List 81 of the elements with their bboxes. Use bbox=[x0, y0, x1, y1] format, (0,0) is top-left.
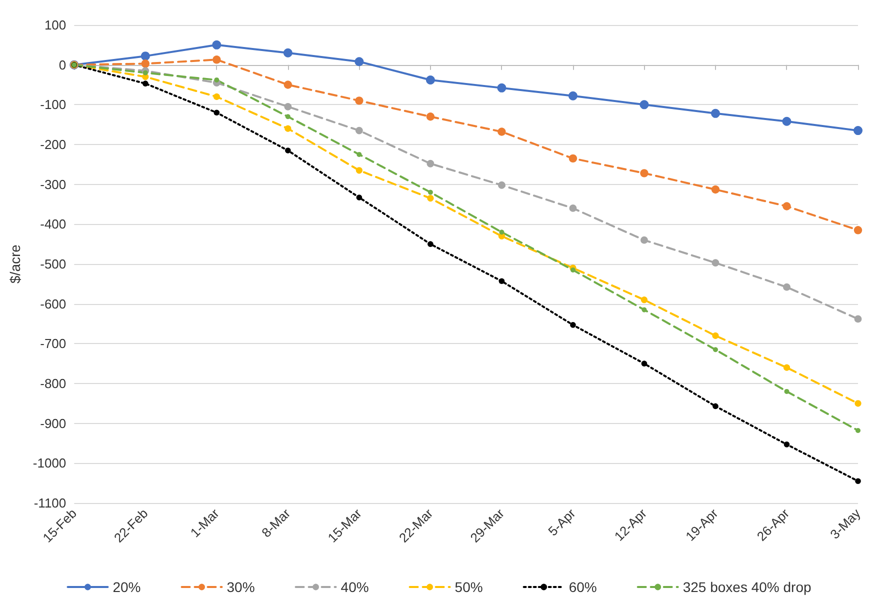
point bbox=[712, 332, 719, 339]
point bbox=[140, 52, 150, 61]
point bbox=[499, 230, 504, 235]
point bbox=[854, 400, 862, 407]
point bbox=[711, 185, 720, 194]
y-tick-label: -900 bbox=[40, 416, 66, 431]
point bbox=[355, 126, 363, 134]
point bbox=[642, 307, 647, 312]
point bbox=[427, 194, 434, 202]
y-tick-label: -300 bbox=[40, 176, 66, 192]
point bbox=[426, 112, 435, 121]
legend-label: 30% bbox=[226, 579, 255, 595]
point bbox=[498, 128, 506, 136]
point bbox=[568, 154, 578, 163]
point bbox=[214, 77, 220, 82]
point bbox=[784, 442, 790, 448]
point bbox=[214, 110, 220, 116]
point bbox=[784, 388, 790, 394]
y-tick-label: 0 bbox=[58, 57, 66, 72]
legend-label: 50% bbox=[454, 579, 483, 595]
y-tick-label: -800 bbox=[40, 376, 66, 391]
point bbox=[355, 96, 364, 105]
point bbox=[856, 428, 860, 433]
legend-label: 325 boxes 40% drop bbox=[682, 579, 812, 595]
point bbox=[854, 126, 862, 136]
point bbox=[284, 125, 292, 132]
point bbox=[285, 114, 290, 120]
point bbox=[498, 181, 506, 189]
point bbox=[640, 169, 648, 178]
legend-label: 40% bbox=[340, 579, 369, 595]
y-tick-label: -400 bbox=[40, 216, 66, 232]
point bbox=[855, 478, 861, 484]
point bbox=[356, 167, 362, 174]
point bbox=[426, 160, 434, 168]
y-tick-label: 100 bbox=[44, 18, 66, 32]
point bbox=[568, 91, 578, 100]
point bbox=[854, 226, 862, 234]
point bbox=[570, 322, 576, 328]
y-tick-label: -700 bbox=[40, 336, 66, 352]
y-axis-title: $/acre bbox=[7, 244, 23, 284]
point bbox=[641, 360, 648, 366]
point bbox=[212, 40, 222, 50]
point bbox=[354, 57, 364, 66]
y-tick-label: -1100 bbox=[34, 496, 66, 510]
y-tick-label: -500 bbox=[40, 256, 66, 272]
point bbox=[356, 152, 362, 157]
y-tick-label: -1000 bbox=[32, 456, 66, 471]
point bbox=[570, 267, 576, 272]
point bbox=[569, 204, 577, 212]
point bbox=[428, 241, 434, 247]
point bbox=[284, 80, 292, 89]
point bbox=[283, 48, 292, 58]
point bbox=[142, 70, 148, 76]
y-tick-label: -200 bbox=[40, 137, 66, 152]
y-tick-label: -100 bbox=[40, 97, 66, 112]
point bbox=[428, 190, 433, 195]
point bbox=[712, 347, 718, 352]
point bbox=[783, 364, 790, 371]
point bbox=[640, 296, 648, 304]
point bbox=[213, 93, 220, 100]
legend-label: 20% bbox=[112, 579, 141, 595]
point bbox=[285, 148, 291, 154]
point bbox=[710, 108, 720, 118]
point bbox=[356, 194, 362, 200]
point bbox=[783, 283, 790, 291]
point bbox=[212, 56, 221, 64]
point bbox=[712, 259, 720, 267]
y-tick-label: -600 bbox=[40, 296, 66, 312]
point bbox=[426, 75, 435, 84]
point bbox=[497, 83, 506, 92]
point bbox=[640, 100, 649, 110]
point bbox=[782, 116, 792, 126]
point bbox=[712, 403, 718, 410]
point bbox=[141, 60, 150, 68]
point bbox=[142, 80, 148, 86]
point bbox=[498, 278, 505, 284]
legend-label: 60% bbox=[568, 579, 597, 595]
point bbox=[284, 102, 292, 110]
point bbox=[782, 202, 791, 210]
point bbox=[854, 315, 862, 323]
point bbox=[640, 236, 648, 244]
